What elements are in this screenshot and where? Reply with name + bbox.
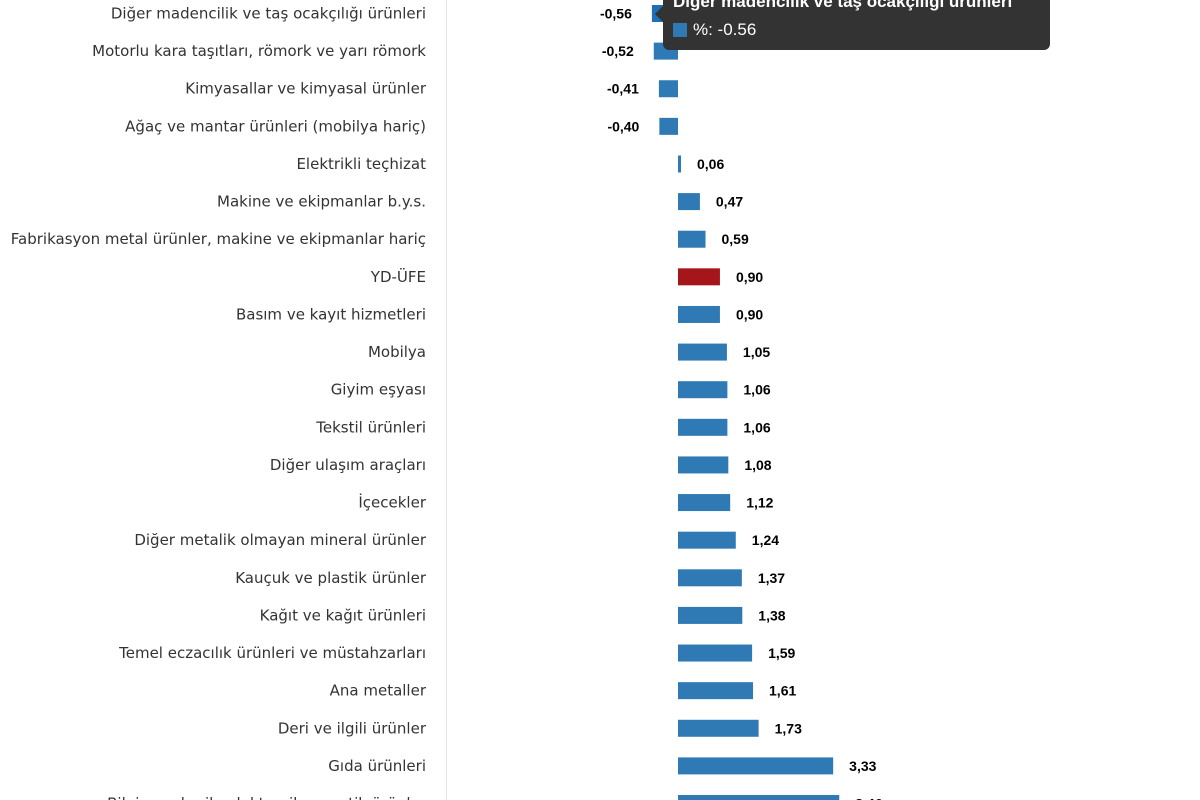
category-label: Deri ve ilgili ürünler	[278, 719, 427, 737]
tooltip-value: %: -0.56	[693, 20, 757, 39]
bar[interactable]	[678, 456, 729, 474]
category-label: Temel eczacılık ürünleri ve müstahzarlar…	[118, 644, 426, 662]
category-label: Diğer ulaşım araçları	[270, 456, 426, 474]
data-label: 3,33	[849, 758, 876, 774]
data-label: 0,59	[721, 231, 748, 247]
bar[interactable]	[678, 795, 840, 800]
category-label: Basım ve kayıt hizmetleri	[236, 305, 426, 323]
bar[interactable]	[678, 757, 834, 775]
bar[interactable]	[678, 494, 731, 512]
category-label: Kağıt ve kağıt ürünleri	[260, 606, 426, 624]
bar[interactable]	[678, 531, 736, 549]
category-label: Kimyasallar ve kimyasal ürünler	[185, 80, 427, 98]
bar[interactable]	[678, 569, 742, 587]
bar[interactable]	[658, 80, 678, 98]
tooltip-arrow	[655, 6, 663, 22]
data-label: 0,06	[697, 156, 724, 172]
data-label: 1,06	[743, 419, 770, 435]
bar[interactable]	[678, 193, 700, 211]
category-label: Giyim eşyası	[331, 381, 426, 399]
category-label: Elektrikli teçhizat	[296, 155, 426, 173]
data-label: 1,38	[758, 607, 785, 623]
data-label: 1,12	[746, 495, 773, 511]
category-label: Bilgisayarlar ile elektronik ve optik ür…	[107, 795, 427, 800]
bar[interactable]	[678, 418, 728, 436]
data-label: 1,05	[743, 344, 770, 360]
data-label: 0,47	[716, 194, 743, 210]
category-label: Diğer metalik olmayan mineral ürünler	[134, 531, 426, 549]
bar[interactable]	[678, 381, 728, 399]
data-label: 0,90	[736, 269, 763, 285]
bar[interactable]	[678, 719, 759, 737]
data-label: -0,41	[607, 81, 639, 97]
category-label: Ağaç ve mantar ürünleri (mobilya hariç)	[125, 117, 426, 135]
category-label: Makine ve ekipmanlar b.y.s.	[217, 193, 426, 211]
bar[interactable]	[678, 305, 720, 323]
category-label: YD-ÜFE	[370, 267, 426, 286]
tooltip-series-swatch	[673, 23, 687, 37]
category-label: Mobilya	[368, 343, 426, 361]
data-label: 1,24	[752, 532, 779, 548]
data-label: -0,56	[600, 6, 632, 22]
data-label: 0,90	[736, 306, 763, 322]
data-label: 1,73	[775, 720, 802, 736]
data-label: 1,37	[758, 570, 785, 586]
category-label: Motorlu kara taşıtları, römork ve yarı r…	[92, 42, 426, 60]
category-label: Gıda ürünleri	[328, 757, 426, 775]
bar[interactable]	[678, 155, 681, 173]
tooltip: Diğer madencilik ve taş ocakçılığı ürünl…	[655, 0, 1050, 50]
bar[interactable]	[678, 682, 754, 700]
bar[interactable]	[678, 343, 727, 361]
bar[interactable]	[678, 644, 753, 662]
bar[interactable]	[659, 117, 678, 135]
tooltip-title: Diğer madencilik ve taş ocakçılığı ürünl…	[673, 0, 1013, 11]
data-label: 1,59	[768, 645, 795, 661]
category-label: İçecekler	[358, 493, 426, 512]
data-label: 1,08	[744, 457, 771, 473]
data-label: -0,40	[607, 118, 639, 134]
data-label: 3,46	[855, 796, 882, 800]
data-label: 1,06	[743, 382, 770, 398]
category-label: Fabrikasyon metal ürünler, makine ve eki…	[11, 230, 426, 248]
bar[interactable]	[678, 606, 743, 624]
category-label: Tekstil ürünleri	[315, 418, 426, 436]
bar[interactable]	[678, 230, 706, 248]
data-label: -0,52	[602, 43, 634, 59]
data-label: 1,61	[769, 683, 796, 699]
category-label: Diğer madencilik ve taş ocakçılığı ürünl…	[111, 5, 426, 23]
bar[interactable]	[678, 268, 720, 286]
category-label: Kauçuk ve plastik ürünler	[235, 569, 427, 587]
category-label: Ana metaller	[330, 682, 427, 700]
